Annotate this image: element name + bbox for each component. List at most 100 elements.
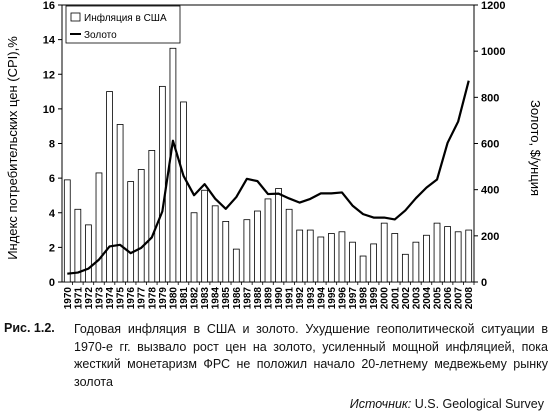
inflation-bar-1978 [148, 150, 156, 283]
source-label: Источник: [349, 397, 412, 411]
inflation-bar-2003 [412, 241, 420, 283]
chart: 0 2 4 6 8 10 12 14 16 0 200 400 600 800 1000 1200 1970… [5, 0, 543, 309]
inflation-bar-1975 [116, 124, 124, 283]
inflation-bar-2000 [380, 222, 388, 283]
right-tick-label-1000: 1000 [481, 46, 505, 58]
inflation-bar-1999 [370, 243, 377, 283]
inflation-bar-1974 [106, 91, 113, 283]
legend-box [65, 5, 181, 44]
inflation-bars [63, 47, 473, 283]
x-tick-label-1983: 1983 [200, 287, 211, 310]
inflation-bar-1976 [127, 181, 135, 283]
x-tick-label-2003: 2003 [411, 287, 422, 310]
x-tick-label-1998: 1998 [359, 287, 370, 310]
x-tick-label-1987: 1987 [242, 287, 253, 310]
inflation-bar-1996 [338, 231, 346, 283]
left-tick-label-4: 4 [49, 208, 56, 220]
source-note: Источник: U.S. Geological Survey [350, 397, 544, 411]
legend-label-inflation: Инфляция в США [84, 12, 167, 24]
x-tick-label-1988: 1988 [253, 287, 264, 310]
x-tick-label-1991: 1991 [285, 287, 296, 310]
x-tick-label-1997: 1997 [348, 287, 359, 310]
x-tick-label-1981: 1981 [179, 287, 190, 310]
x-tick-label-1972: 1972 [84, 287, 95, 310]
right-axis-label: Золото, $/унция [528, 100, 543, 196]
x-tick-label-1975: 1975 [116, 287, 127, 310]
inflation-bar-2001 [391, 233, 399, 283]
inflation-bar-1980 [169, 47, 177, 283]
inflation-bar-1970 [63, 179, 71, 283]
x-tick-label-1992: 1992 [295, 287, 306, 310]
x-tick-label-2002: 2002 [401, 287, 412, 310]
inflation-bar-1988 [254, 210, 261, 283]
inflation-bar-1979 [158, 85, 166, 283]
gold-price-line [67, 80, 470, 275]
left-tick-label-10: 10 [43, 104, 55, 116]
x-tick-label-1986: 1986 [232, 287, 243, 310]
x-tick-label-1980: 1980 [168, 287, 179, 310]
left-tick-label-14: 14 [43, 35, 56, 47]
left-tick-label-6: 6 [49, 173, 55, 185]
x-tick-label-1996: 1996 [337, 287, 348, 310]
inflation-bar-1995 [328, 233, 335, 283]
x-axis-ticks: 1970 1971 1972 1973 1974 1975 1976 1977 1978 1979… [63, 282, 475, 309]
inflation-bar-2007 [454, 231, 462, 283]
inflation-bar-2005 [433, 222, 441, 283]
right-tick-label-400: 400 [481, 185, 499, 197]
inflation-bar-1989 [264, 198, 272, 283]
inflation-bar-1987 [243, 219, 251, 283]
right-axis-ticks: 0 200 400 600 800 1000 1200 [474, 0, 505, 289]
inflation-bar-1981 [180, 101, 187, 283]
legend-label-gold: Золото [84, 30, 117, 41]
gold-line [67, 80, 470, 275]
right-tick-label-600: 600 [481, 139, 499, 151]
inflation-bar-1986 [232, 248, 240, 283]
x-tick-label-1999: 1999 [369, 287, 380, 310]
x-tick-label-1984: 1984 [211, 287, 222, 310]
left-axis-label: Индекс потребительских цен (CPI),% [5, 36, 20, 260]
x-tick-label-1978: 1978 [147, 287, 158, 310]
left-axis-ticks: 0 2 4 6 8 10 12 14 16 [43, 0, 62, 289]
inflation-bar-1990 [275, 188, 282, 283]
inflation-bar-1983 [201, 189, 208, 283]
right-tick-label-0: 0 [481, 277, 487, 289]
x-tick-label-1982: 1982 [190, 287, 201, 310]
x-tick-label-2006: 2006 [443, 287, 454, 310]
x-tick-label-1995: 1995 [327, 287, 338, 310]
right-tick-label-200: 200 [481, 231, 499, 243]
x-tick-label-1979: 1979 [158, 287, 169, 310]
x-tick-label-2008: 2008 [464, 287, 475, 310]
x-tick-label-1990: 1990 [274, 287, 285, 310]
legend: Инфляция в США Золото [65, 5, 181, 44]
inflation-bar-1992 [296, 229, 304, 283]
inflation-bar-2006 [444, 226, 451, 283]
x-tick-label-1976: 1976 [126, 287, 137, 310]
figure-caption-text: Годовая инфляция в США и золото. Ухудшен… [74, 322, 548, 389]
x-tick-label-1993: 1993 [306, 287, 317, 310]
x-tick-label-2000: 2000 [380, 287, 391, 310]
x-tick-label-1977: 1977 [137, 287, 148, 310]
inflation-bar-2002 [401, 253, 409, 283]
inflation-bar-1977 [137, 169, 145, 283]
inflation-bar-1994 [317, 236, 325, 283]
x-tick-label-1994: 1994 [316, 287, 327, 310]
x-tick-label-2001: 2001 [390, 287, 401, 310]
inflation-bar-1993 [306, 229, 314, 283]
x-tick-label-1973: 1973 [94, 287, 105, 310]
source-value: U.S. Geological Survey [414, 397, 544, 411]
inflation-bar-1991 [285, 208, 293, 283]
inflation-bar-2008 [465, 229, 473, 283]
inflation-bar-1984 [211, 205, 219, 283]
inflation-bar-1985 [222, 221, 230, 283]
inflation-bar-2004 [423, 234, 430, 283]
x-tick-label-1974: 1974 [105, 287, 116, 310]
left-tick-label-16: 16 [43, 0, 55, 12]
x-tick-label-1989: 1989 [264, 287, 275, 310]
inflation-bar-1973 [95, 172, 103, 283]
inflation-bar-1971 [74, 208, 82, 283]
figure-label: Рис. 1.2. [4, 321, 55, 335]
inflation-bar-1972 [85, 224, 92, 283]
right-tick-label-800: 800 [481, 92, 499, 104]
inflation-bar-1982 [190, 212, 198, 283]
left-tick-label-12: 12 [43, 69, 55, 81]
